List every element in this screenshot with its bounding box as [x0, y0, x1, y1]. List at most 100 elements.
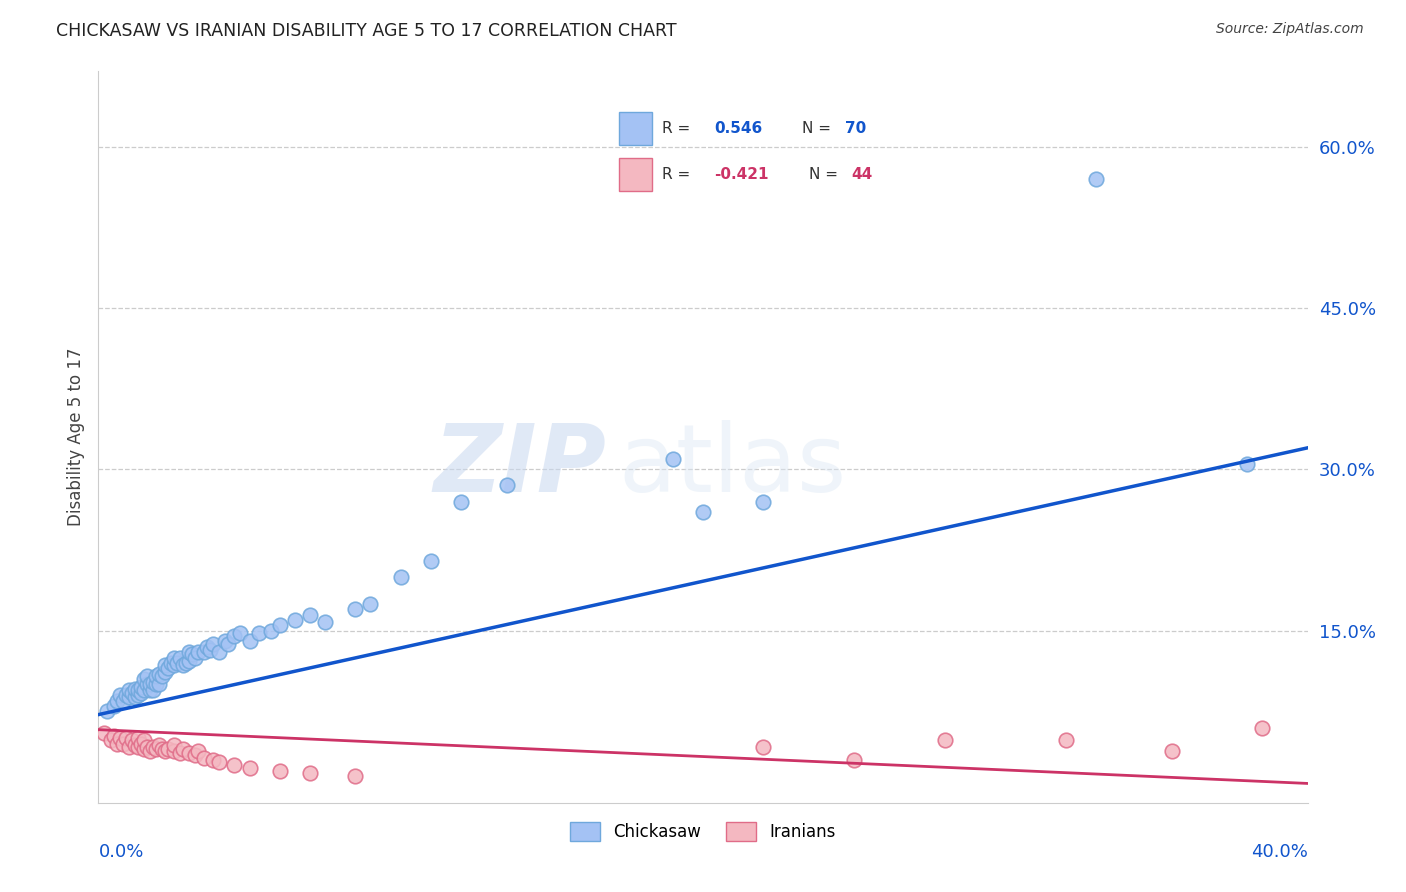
Point [124, 690, 146, 705]
Text: CHICKASAW VS IRANIAN DISABILITY AGE 5 TO 17 CORRELATION CHART: CHICKASAW VS IRANIAN DISABILITY AGE 5 TO… [56, 22, 676, 40]
Point [156, 742, 179, 756]
Point [314, 615, 336, 629]
Point [132, 733, 155, 747]
Point [93, 726, 115, 740]
Point [153, 744, 176, 758]
Point [163, 738, 186, 752]
Point [360, 597, 382, 611]
Point [208, 755, 231, 769]
Point [127, 688, 149, 702]
Point [145, 669, 167, 683]
Point [118, 682, 141, 697]
Point [114, 688, 136, 702]
Point [344, 602, 367, 616]
Point [129, 680, 152, 694]
Point [139, 682, 162, 697]
Point [247, 625, 270, 640]
Point [195, 640, 218, 654]
Point [692, 505, 714, 519]
Point [132, 682, 155, 697]
Point [160, 656, 183, 670]
Point [179, 645, 201, 659]
Point [217, 637, 239, 651]
Point [142, 682, 165, 697]
Point [844, 753, 866, 767]
Point [172, 658, 194, 673]
Point [150, 742, 173, 756]
Point [260, 624, 283, 638]
Point [1054, 733, 1077, 747]
Point [1236, 457, 1258, 471]
Point [193, 645, 215, 659]
Point [389, 570, 412, 584]
Point [118, 690, 141, 705]
Point [184, 748, 207, 763]
Text: 0.0%: 0.0% [98, 843, 143, 861]
Point [202, 637, 225, 651]
Point [202, 753, 225, 767]
Point [121, 686, 143, 700]
Point [135, 669, 157, 683]
Point [163, 658, 186, 673]
Point [193, 750, 215, 764]
Point [450, 494, 472, 508]
Point [111, 693, 134, 707]
Point [124, 681, 146, 696]
Point [103, 698, 125, 713]
Point [1251, 721, 1274, 735]
Point [181, 648, 204, 662]
Point [153, 665, 176, 679]
Point [127, 682, 149, 697]
Point [114, 731, 136, 746]
Point [127, 731, 149, 746]
Point [142, 675, 165, 690]
Point [1160, 744, 1182, 758]
Point [239, 761, 262, 775]
Text: Source: ZipAtlas.com: Source: ZipAtlas.com [1216, 22, 1364, 37]
Point [187, 645, 209, 659]
Point [100, 733, 122, 747]
Point [174, 656, 197, 670]
Text: 40.0%: 40.0% [1251, 843, 1308, 861]
Point [139, 744, 162, 758]
Point [118, 739, 141, 754]
Point [105, 693, 128, 707]
Point [169, 650, 191, 665]
Point [103, 729, 125, 743]
Point [121, 733, 143, 747]
Point [1085, 172, 1108, 186]
Point [224, 758, 246, 772]
Point [132, 742, 155, 756]
Point [108, 688, 131, 702]
Y-axis label: Disability Age 5 to 17: Disability Age 5 to 17 [66, 348, 84, 526]
Point [179, 654, 201, 668]
Point [163, 744, 186, 758]
Point [179, 747, 201, 761]
Point [108, 731, 131, 746]
Text: atlas: atlas [619, 420, 846, 512]
Point [200, 643, 222, 657]
Point [269, 618, 291, 632]
Point [229, 625, 252, 640]
Point [169, 747, 191, 761]
Point [105, 737, 128, 751]
Text: ZIP: ZIP [433, 420, 606, 512]
Point [150, 669, 173, 683]
Point [124, 738, 146, 752]
Point [129, 686, 152, 700]
Point [135, 677, 157, 691]
Point [284, 613, 307, 627]
Point [214, 634, 236, 648]
Point [184, 650, 207, 665]
Point [420, 554, 443, 568]
Point [172, 742, 194, 756]
Point [752, 494, 775, 508]
Point [269, 764, 291, 778]
Legend: Chickasaw, Iranians: Chickasaw, Iranians [562, 814, 844, 849]
Point [224, 629, 246, 643]
Point [166, 656, 188, 670]
Point [156, 661, 179, 675]
Point [934, 733, 956, 747]
Point [135, 739, 157, 754]
Point [661, 451, 683, 466]
